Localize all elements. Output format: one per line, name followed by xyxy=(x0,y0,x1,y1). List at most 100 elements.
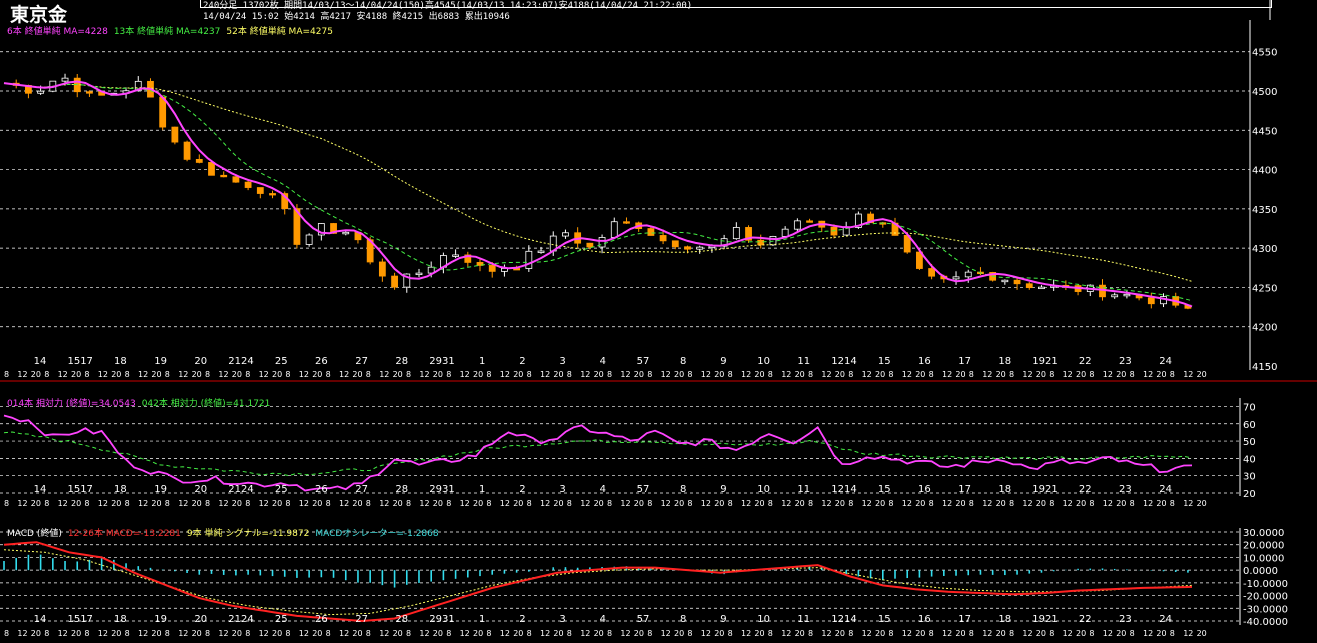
candle-body xyxy=(1013,279,1021,285)
price-session-tick: 20 xyxy=(111,370,121,379)
rsi-session-tick: 8 xyxy=(647,499,652,508)
price-day-label: 23 xyxy=(1119,356,1132,367)
price-session-tick: 20 xyxy=(955,370,965,379)
macd-day-label: 14 xyxy=(34,614,47,625)
price-day-label: 1 xyxy=(479,356,485,367)
price-session-tick: 8 xyxy=(888,370,893,379)
macd-session-tick: 20 xyxy=(1116,629,1126,638)
price-session-tick: 12 xyxy=(500,370,510,379)
macd-session-tick: 20 xyxy=(312,629,322,638)
rsi-session-tick: 8 xyxy=(848,499,853,508)
price-session-tick: 20 xyxy=(312,370,322,379)
rsi-axis-tick: 50 xyxy=(1243,437,1256,448)
rsi-session-tick: 20 xyxy=(634,499,644,508)
rsi-session-tick: 20 xyxy=(151,499,161,508)
price-session-tick: 8 xyxy=(285,370,290,379)
rsi-day-label: 3 xyxy=(559,484,565,495)
macd-session-tick: 8 xyxy=(1089,629,1094,638)
macd-day-label: 19 xyxy=(154,614,167,625)
price-session-tick: 20 xyxy=(1116,370,1126,379)
macd-session-tick: 12 xyxy=(500,629,510,638)
price-day-label: 14 xyxy=(34,356,47,367)
price-session-tick: 8 xyxy=(1089,370,1094,379)
rsi-session-tick: 8 xyxy=(1089,499,1094,508)
macd-session-tick: 20 xyxy=(594,629,604,638)
price-session-tick: 20 xyxy=(1156,370,1166,379)
macd-session-tick: 20 xyxy=(996,629,1006,638)
rsi-session-tick: 8 xyxy=(84,499,89,508)
macd-session-tick: 12 xyxy=(1103,629,1113,638)
candle-body xyxy=(342,231,350,235)
price-session-tick: 12 xyxy=(259,370,269,379)
price-session-tick: 12 xyxy=(540,370,550,379)
macd-day-label: 25 xyxy=(275,614,288,625)
macd-day-label: 2 xyxy=(519,614,525,625)
rsi-day-label: 19 xyxy=(154,484,167,495)
macd-signal-line xyxy=(3,549,1193,616)
price-session-tick: 8 xyxy=(4,370,9,379)
price-session-tick: 12 xyxy=(379,370,389,379)
price-session-tick: 12 xyxy=(741,370,751,379)
rsi-session-tick: 8 xyxy=(486,499,491,508)
macd-session-tick: 20 xyxy=(111,629,121,638)
price-legend-entry-1: 13本 終値単純 MA=4237 xyxy=(113,27,221,37)
candle-body xyxy=(244,181,252,188)
candle-body xyxy=(330,223,337,234)
price-day-label: 57 xyxy=(637,356,650,367)
macd-legend-entry-1: 12-26本 MACD=-13.2281 xyxy=(67,529,181,539)
macd-session-tick: 12 xyxy=(902,629,912,638)
macd-session-tick: 20 xyxy=(714,629,724,638)
macd-session-tick: 20 xyxy=(473,629,483,638)
macd-session-tick: 20 xyxy=(31,629,41,638)
rsi-session-tick: 20 xyxy=(1076,499,1086,508)
rsi-axis-tick: 30 xyxy=(1243,472,1256,483)
macd-session-tick: 8 xyxy=(165,629,170,638)
rsi-day-label: 18 xyxy=(114,484,127,495)
rsi-session-tick: 12 xyxy=(982,499,992,508)
price-session-tick: 12 xyxy=(98,370,108,379)
rsi-session-tick: 12 xyxy=(259,499,269,508)
price-session-tick: 12 xyxy=(701,370,711,379)
price-session-tick: 12 xyxy=(1103,370,1113,379)
rsi-session-tick: 12 xyxy=(1022,499,1032,508)
price-session-tick: 12 xyxy=(419,370,429,379)
price-session-tick: 20 xyxy=(915,370,925,379)
price-session-tick: 12 xyxy=(299,370,309,379)
price-session-tick: 8 xyxy=(607,370,612,379)
price-session-tick: 12 xyxy=(661,370,671,379)
rsi-session-tick: 8 xyxy=(326,499,331,508)
candle-body xyxy=(464,254,472,263)
macd-legend-entry-3: MACDオシレーター=-1.2868 xyxy=(315,529,439,539)
macd-session-tick: 12 xyxy=(1022,629,1032,638)
candle-body xyxy=(195,158,203,163)
macd-session-tick: 20 xyxy=(393,629,403,638)
price-day-label: 18 xyxy=(114,356,127,367)
candle-body xyxy=(806,220,813,223)
candle-body xyxy=(610,221,618,238)
candle-body xyxy=(647,228,655,236)
price-day-label: 4 xyxy=(600,356,606,367)
macd-session-tick: 8 xyxy=(1009,629,1014,638)
macd-session-tick: 8 xyxy=(366,629,371,638)
rsi-day-label: 1921 xyxy=(1032,484,1057,495)
macd-session-tick: 8 xyxy=(205,629,210,638)
rsi-session-tick: 12 xyxy=(701,499,711,508)
macd-axis-tick: -40.0000 xyxy=(1243,617,1288,628)
macd-day-label: 2124 xyxy=(228,614,253,625)
rsi-session-tick: 8 xyxy=(888,499,893,508)
price-day-label: 16 xyxy=(918,356,931,367)
price-session-tick: 8 xyxy=(1009,370,1014,379)
rsi-day-label: 22 xyxy=(1079,484,1092,495)
price-session-tick: 20 xyxy=(71,370,81,379)
macd-axis-tick: 20.0000 xyxy=(1243,541,1284,552)
macd-session-tick: 12 xyxy=(419,629,429,638)
rsi-session-tick: 20 xyxy=(754,499,764,508)
rsi-session-tick: 12 xyxy=(339,499,349,508)
rsi-session-tick: 20 xyxy=(955,499,965,508)
rsi-legend: 014本 相対力 (終値)=34.0543 042本 相対力 (終値)=41.17… xyxy=(7,396,276,409)
macd-axis-tick: 10.0000 xyxy=(1243,553,1284,564)
macd-day-label: 24 xyxy=(1159,614,1172,625)
rsi-session-tick: 12 xyxy=(620,499,630,508)
